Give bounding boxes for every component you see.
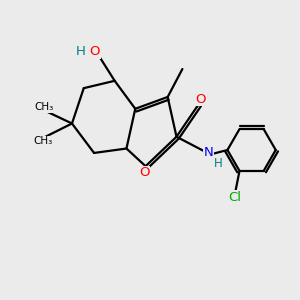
Text: Cl: Cl	[229, 191, 242, 204]
Text: H: H	[214, 157, 223, 170]
Text: N: N	[204, 146, 214, 159]
Text: CH₃: CH₃	[33, 136, 52, 146]
Text: O: O	[89, 45, 100, 58]
Text: O: O	[195, 93, 205, 106]
Text: H: H	[76, 45, 86, 58]
Text: CH₃: CH₃	[34, 102, 54, 112]
Text: O: O	[139, 166, 149, 179]
